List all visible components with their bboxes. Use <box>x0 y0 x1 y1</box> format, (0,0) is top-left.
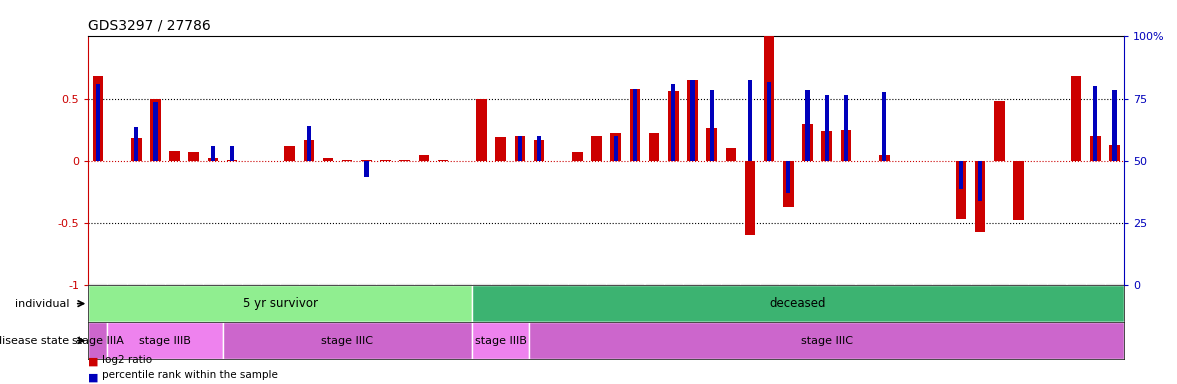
Bar <box>188 152 199 161</box>
Bar <box>883 93 886 161</box>
Text: stage IIIC: stage IIIC <box>800 336 852 346</box>
Bar <box>1071 76 1082 161</box>
Bar <box>649 134 659 161</box>
Bar <box>472 322 530 359</box>
Bar <box>153 103 158 161</box>
Bar <box>537 136 541 161</box>
Text: stage IIIB: stage IIIB <box>139 336 191 346</box>
Text: stage IIIA: stage IIIA <box>72 336 124 346</box>
Bar <box>959 161 963 189</box>
Bar <box>611 134 621 161</box>
Bar <box>633 89 637 161</box>
Text: GDS3297 / 27786: GDS3297 / 27786 <box>88 19 211 33</box>
Bar <box>518 136 521 161</box>
Bar <box>725 148 736 161</box>
Bar <box>1090 136 1100 161</box>
Bar <box>343 160 352 161</box>
Bar <box>304 140 314 161</box>
Text: 5 yr survivor: 5 yr survivor <box>242 297 318 310</box>
Bar <box>496 137 506 161</box>
Bar <box>956 161 966 219</box>
Bar <box>747 80 752 161</box>
Bar <box>1112 90 1117 161</box>
Bar <box>745 161 756 235</box>
Bar <box>365 161 368 177</box>
Bar <box>786 161 791 193</box>
Bar <box>419 155 430 161</box>
Bar <box>1093 86 1097 161</box>
Bar <box>1109 145 1119 161</box>
Bar <box>107 322 222 359</box>
Bar <box>399 160 410 161</box>
Bar <box>211 146 215 161</box>
Bar <box>671 84 676 161</box>
Bar <box>222 322 472 359</box>
Bar <box>207 158 218 161</box>
Bar <box>514 136 525 161</box>
Text: ■: ■ <box>88 357 99 367</box>
Bar <box>95 84 100 161</box>
Text: deceased: deceased <box>770 297 826 310</box>
Bar <box>230 146 234 161</box>
Text: percentile rank within the sample: percentile rank within the sample <box>102 370 278 380</box>
Bar <box>669 91 679 161</box>
Bar <box>93 76 104 161</box>
Bar <box>169 151 180 161</box>
Bar <box>285 146 295 161</box>
Bar <box>88 322 107 359</box>
Bar <box>572 152 583 161</box>
Bar <box>88 285 472 322</box>
Bar <box>530 322 1124 359</box>
Bar <box>840 130 851 161</box>
Bar <box>822 131 832 161</box>
Bar <box>533 140 544 161</box>
Bar <box>978 161 983 200</box>
Bar <box>134 127 139 161</box>
Bar <box>613 136 618 161</box>
Text: log2 ratio: log2 ratio <box>102 355 153 365</box>
Text: stage IIIC: stage IIIC <box>321 336 373 346</box>
Bar <box>825 95 829 161</box>
Bar <box>131 139 141 161</box>
Bar <box>764 36 774 161</box>
Bar <box>1013 161 1024 220</box>
Bar <box>691 80 694 161</box>
Bar <box>438 160 448 161</box>
Bar <box>975 161 985 232</box>
Bar <box>151 99 161 161</box>
Bar <box>227 160 238 161</box>
Bar <box>783 161 793 207</box>
Bar <box>995 101 1005 161</box>
Bar <box>706 129 717 161</box>
Bar <box>687 80 698 161</box>
Bar <box>591 136 601 161</box>
Bar <box>767 83 771 161</box>
Text: stage IIIB: stage IIIB <box>474 336 526 346</box>
Text: ■: ■ <box>88 372 99 382</box>
Bar <box>844 95 847 161</box>
Bar <box>805 90 810 161</box>
Bar <box>710 90 713 161</box>
Text: disease state: disease state <box>0 336 69 346</box>
Text: individual: individual <box>14 299 69 309</box>
Bar <box>380 160 391 161</box>
Bar <box>361 160 372 161</box>
Bar <box>307 126 311 161</box>
Bar <box>879 155 890 161</box>
Bar <box>322 158 333 161</box>
Bar <box>472 285 1124 322</box>
Bar <box>630 89 640 161</box>
Bar <box>477 99 487 161</box>
Bar <box>803 124 813 161</box>
